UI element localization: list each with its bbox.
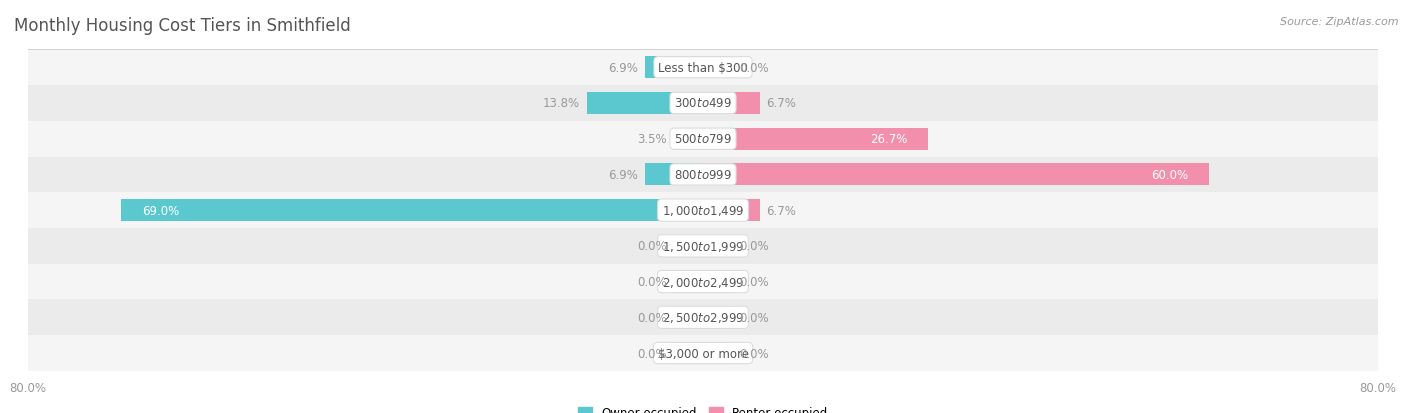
- Bar: [28, 50, 1378, 86]
- Text: 6.9%: 6.9%: [609, 169, 638, 181]
- Text: 0.0%: 0.0%: [637, 347, 666, 360]
- Text: 0.0%: 0.0%: [740, 347, 769, 360]
- Text: $1,500 to $1,999: $1,500 to $1,999: [662, 239, 744, 253]
- Text: 6.9%: 6.9%: [609, 62, 638, 75]
- Legend: Owner-occupied, Renter-occupied: Owner-occupied, Renter-occupied: [572, 401, 834, 413]
- Bar: [673, 342, 703, 364]
- Text: 13.8%: 13.8%: [543, 97, 579, 110]
- Bar: [703, 271, 733, 293]
- Text: 0.0%: 0.0%: [740, 62, 769, 75]
- Bar: [28, 121, 1378, 157]
- Text: $800 to $999: $800 to $999: [673, 169, 733, 181]
- Text: 69.0%: 69.0%: [142, 204, 179, 217]
- Text: 0.0%: 0.0%: [740, 311, 769, 324]
- Bar: [28, 86, 1378, 121]
- Text: Source: ZipAtlas.com: Source: ZipAtlas.com: [1281, 17, 1399, 26]
- Text: 3.5%: 3.5%: [637, 133, 666, 146]
- Text: Less than $300: Less than $300: [658, 62, 748, 75]
- Text: $300 to $499: $300 to $499: [673, 97, 733, 110]
- Bar: [703, 93, 759, 115]
- Text: 0.0%: 0.0%: [740, 275, 769, 288]
- Bar: [703, 306, 733, 329]
- Bar: [28, 228, 1378, 264]
- Text: 6.7%: 6.7%: [766, 97, 796, 110]
- Text: 0.0%: 0.0%: [740, 240, 769, 253]
- Bar: [703, 57, 733, 79]
- Bar: [703, 128, 928, 150]
- Text: 6.7%: 6.7%: [766, 204, 796, 217]
- Bar: [28, 335, 1378, 371]
- Text: $2,500 to $2,999: $2,500 to $2,999: [662, 311, 744, 325]
- Bar: [645, 57, 703, 79]
- Bar: [703, 235, 733, 257]
- Text: 0.0%: 0.0%: [637, 240, 666, 253]
- Bar: [703, 164, 1209, 186]
- Bar: [673, 271, 703, 293]
- Text: Monthly Housing Cost Tiers in Smithfield: Monthly Housing Cost Tiers in Smithfield: [14, 17, 352, 34]
- Bar: [586, 93, 703, 115]
- Text: 60.0%: 60.0%: [1152, 169, 1188, 181]
- Bar: [28, 157, 1378, 193]
- Text: 0.0%: 0.0%: [637, 311, 666, 324]
- Bar: [673, 128, 703, 150]
- Text: 0.0%: 0.0%: [637, 275, 666, 288]
- Bar: [703, 199, 759, 222]
- Text: $1,000 to $1,499: $1,000 to $1,499: [662, 204, 744, 218]
- Bar: [645, 164, 703, 186]
- Bar: [28, 300, 1378, 335]
- Text: $500 to $799: $500 to $799: [673, 133, 733, 146]
- Bar: [28, 264, 1378, 300]
- Text: 26.7%: 26.7%: [870, 133, 907, 146]
- Bar: [28, 193, 1378, 228]
- Bar: [703, 342, 733, 364]
- Bar: [121, 199, 703, 222]
- Text: $2,000 to $2,499: $2,000 to $2,499: [662, 275, 744, 289]
- Bar: [673, 306, 703, 329]
- Text: $3,000 or more: $3,000 or more: [658, 347, 748, 360]
- Bar: [673, 235, 703, 257]
